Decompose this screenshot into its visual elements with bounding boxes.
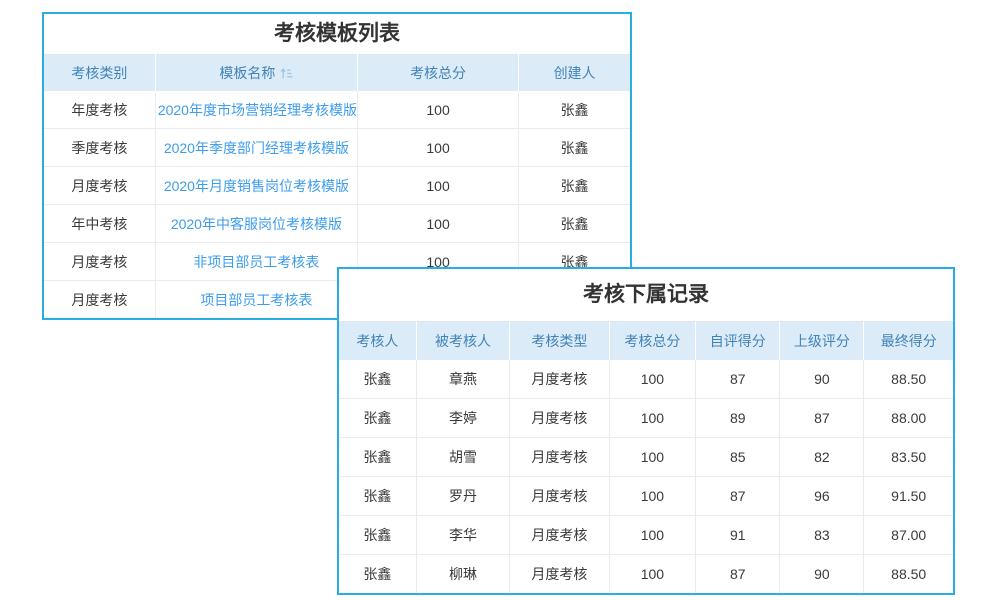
template-row: 年中考核 2020年中客服岗位考核模版 100 张鑫	[44, 204, 630, 243]
superior-score-cell: 90	[779, 554, 865, 593]
score-cell: 100	[357, 204, 520, 243]
assessee-cell: 李婷	[416, 398, 511, 438]
assessee-cell: 章燕	[416, 360, 511, 399]
col-header-creator: 创建人	[518, 54, 630, 91]
total-score-cell: 100	[609, 476, 697, 516]
assessment-type-cell: 月度考核	[509, 437, 610, 477]
assessment-type-cell: 月度考核	[509, 398, 610, 438]
final-score-cell: 88.00	[863, 398, 953, 438]
category-cell: 月度考核	[44, 280, 156, 318]
superior-score-cell: 83	[779, 515, 865, 555]
record-row: 张鑫 李华 月度考核 100 91 83 87.00	[339, 515, 953, 555]
col-header-total-score: 考核总分	[357, 54, 520, 91]
total-score-cell: 100	[609, 398, 697, 438]
record-row: 张鑫 李婷 月度考核 100 89 87 88.00	[339, 398, 953, 438]
final-score-cell: 83.50	[863, 437, 953, 477]
assessor-cell: 张鑫	[339, 554, 417, 593]
superior-score-cell: 82	[779, 437, 865, 477]
final-score-cell: 88.50	[863, 360, 953, 399]
assessee-cell: 罗丹	[416, 476, 511, 516]
category-cell: 季度考核	[44, 128, 156, 167]
assessment-type-cell: 月度考核	[509, 360, 610, 399]
assessment-type-cell: 月度考核	[509, 515, 610, 555]
assessor-cell: 张鑫	[339, 437, 417, 477]
self-score-cell: 87	[695, 360, 781, 399]
self-score-cell: 85	[695, 437, 781, 477]
assessee-cell: 胡雪	[416, 437, 511, 477]
final-score-cell: 87.00	[863, 515, 953, 555]
category-cell: 月度考核	[44, 242, 156, 281]
sort-ascending-icon[interactable]	[280, 67, 293, 80]
score-cell: 100	[357, 166, 520, 205]
total-score-cell: 100	[609, 360, 697, 399]
col-header-template-name[interactable]: 模板名称	[155, 54, 359, 91]
template-row: 月度考核 2020年月度销售岗位考核模版 100 张鑫	[44, 166, 630, 205]
score-cell: 100	[357, 91, 520, 129]
col-header-assessor: 考核人	[339, 321, 417, 360]
assessor-cell: 张鑫	[339, 476, 417, 516]
category-cell: 年度考核	[44, 91, 156, 129]
total-score-cell: 100	[609, 515, 697, 555]
assessor-cell: 张鑫	[339, 360, 417, 399]
self-score-cell: 91	[695, 515, 781, 555]
creator-cell: 张鑫	[518, 166, 630, 205]
template-row: 年度考核 2020年度市场营销经理考核模版 100 张鑫	[44, 91, 630, 129]
record-row: 张鑫 罗丹 月度考核 100 87 96 91.50	[339, 476, 953, 516]
subordinate-records-panel: 考核下属记录 考核人 被考核人 考核类型 考核总分 自评得分 上级评分 最终得分…	[337, 267, 955, 595]
template-name-link[interactable]: 2020年月度销售岗位考核模版	[155, 166, 359, 205]
assessment-type-cell: 月度考核	[509, 476, 610, 516]
final-score-cell: 88.50	[891, 566, 927, 582]
superior-score-cell: 96	[779, 476, 865, 516]
score-cell: 100	[357, 128, 520, 167]
col-header-self-score: 自评得分	[695, 321, 781, 360]
assessor-cell: 张鑫	[339, 398, 417, 438]
assessee-cell: 李华	[416, 515, 511, 555]
total-score-cell: 100	[609, 437, 697, 477]
template-row: 季度考核 2020年季度部门经理考核模版 100 张鑫	[44, 128, 630, 167]
col-header-final-score: 最终得分	[863, 321, 953, 360]
creator-cell: 张鑫	[518, 204, 630, 243]
col-header-assessee: 被考核人	[416, 321, 511, 360]
col-header-assessment-type: 考核类型	[509, 321, 610, 360]
template-name-link[interactable]: 2020年中客服岗位考核模版	[155, 204, 359, 243]
col-header-template-name-label: 模板名称	[219, 65, 276, 81]
superior-score-cell: 87	[779, 398, 865, 438]
records-table-header-row: 考核人 被考核人 考核类型 考核总分 自评得分 上级评分 最终得分	[339, 321, 953, 360]
self-score-cell: 89	[695, 398, 781, 438]
subordinate-records-title: 考核下属记录	[583, 283, 709, 306]
superior-score-cell: 90	[779, 360, 865, 399]
template-name-link[interactable]: 2020年季度部门经理考核模版	[155, 128, 359, 167]
assessee-cell: 柳琳	[416, 554, 511, 593]
template-list-panel: 考核模板列表 考核类别 模板名称 考核总分 创建人 年度考核 2020年度市场营…	[42, 12, 632, 320]
self-score-cell: 87	[695, 476, 781, 516]
category-cell: 月度考核	[44, 166, 156, 205]
template-list-title: 考核模板列表	[274, 22, 400, 45]
final-score-cell: 91.50	[863, 476, 953, 516]
template-table-header-row: 考核类别 模板名称 考核总分 创建人	[44, 54, 630, 91]
record-row: 张鑫 章燕 月度考核 100 87 90 88.50	[339, 360, 953, 399]
record-row: 张鑫 柳琳 月度考核 100 87 90 88.50	[339, 554, 953, 593]
creator-cell: 张鑫	[518, 91, 630, 129]
assessment-type-cell: 月度考核	[509, 554, 610, 593]
col-header-superior-score: 上级评分	[779, 321, 865, 360]
category-cell: 年中考核	[44, 204, 156, 243]
template-name-link[interactable]: 项目部员工考核表	[155, 280, 359, 318]
total-score-cell: 100	[609, 554, 697, 593]
template-name-link[interactable]: 2020年度市场营销经理考核模版	[155, 91, 359, 129]
self-score-cell: 87	[695, 554, 781, 593]
col-header-category: 考核类别	[44, 54, 156, 91]
assessor-cell: 张鑫	[339, 515, 417, 555]
subordinate-records-table: 考核人 被考核人 考核类型 考核总分 自评得分 上级评分 最终得分 张鑫 章燕 …	[339, 321, 953, 593]
col-header-total-score: 考核总分	[609, 321, 697, 360]
creator-cell: 张鑫	[518, 128, 630, 167]
record-row: 张鑫 胡雪 月度考核 100 85 82 83.50	[339, 437, 953, 477]
template-name-link[interactable]: 非项目部员工考核表	[155, 242, 359, 281]
